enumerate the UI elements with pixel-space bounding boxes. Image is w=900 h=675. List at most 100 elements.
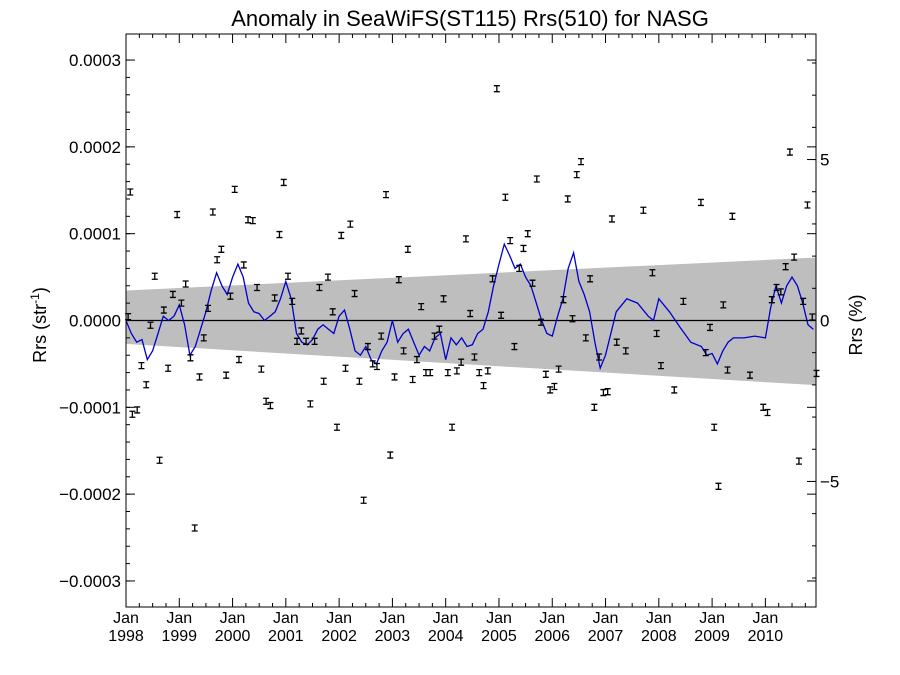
- data-point: [587, 275, 594, 283]
- data-point: [245, 216, 252, 224]
- x-tick-label-month: Jan: [486, 610, 512, 627]
- data-point: [600, 388, 607, 397]
- data-point: [303, 337, 310, 345]
- y2-axis-label: Rrs (%): [846, 295, 866, 356]
- x-tick-label-year: 2003: [375, 628, 411, 645]
- data-point: [538, 318, 545, 326]
- data-point: [409, 375, 416, 384]
- data-point: [338, 231, 345, 240]
- x-tick-label-year: 2007: [588, 628, 624, 645]
- data-point: [524, 230, 531, 238]
- data-point: [427, 368, 434, 377]
- x-tick-label-month: Jan: [326, 610, 352, 627]
- data-point: [702, 348, 709, 357]
- x-tick-label-year: 2004: [428, 628, 464, 645]
- data-point: [280, 178, 287, 187]
- data-point: [324, 273, 331, 281]
- data-point: [591, 403, 598, 411]
- data-point: [134, 406, 141, 414]
- data-point: [773, 283, 780, 292]
- data-point: [507, 236, 514, 245]
- x-tick-label-year: 2001: [268, 628, 304, 645]
- y-tick-label: −0.0003: [59, 572, 121, 591]
- data-point: [680, 297, 687, 306]
- data-point: [613, 338, 620, 346]
- data-point: [138, 361, 145, 370]
- data-point: [671, 386, 678, 394]
- data-point: [227, 292, 234, 300]
- data-point: [813, 369, 820, 378]
- y2-tick-label: 5: [820, 151, 829, 170]
- data-point: [276, 230, 283, 239]
- data-point: [200, 334, 207, 342]
- data-point: [347, 220, 354, 228]
- data-point: [555, 365, 562, 373]
- data-point: [458, 358, 465, 366]
- data-point: [697, 198, 704, 207]
- data-point: [431, 332, 438, 340]
- x-tick-label-month: Jan: [646, 610, 672, 627]
- y2-tick-label: 0: [820, 312, 829, 331]
- data-point: [551, 382, 558, 391]
- y-tick-label: 0.0001: [69, 225, 121, 244]
- data-point: [520, 244, 527, 253]
- data-point: [263, 397, 270, 405]
- x-tick-label-year: 2010: [748, 628, 784, 645]
- data-point: [649, 269, 656, 277]
- data-point: [791, 253, 798, 261]
- data-point: [209, 208, 216, 216]
- data-point: [422, 368, 429, 377]
- data-point: [706, 323, 713, 332]
- x-tick-label-month: Jan: [699, 610, 725, 627]
- data-point: [165, 364, 172, 372]
- data-point: [547, 386, 554, 394]
- data-point: [156, 456, 163, 464]
- data-point: [284, 272, 291, 280]
- data-point: [418, 302, 425, 311]
- x-tick-label-year: 1999: [161, 628, 197, 645]
- data-point: [795, 457, 802, 465]
- data-point: [187, 354, 194, 362]
- data-point: [342, 364, 349, 372]
- data-point: [768, 296, 775, 304]
- data-point: [369, 360, 376, 368]
- data-point: [604, 388, 611, 396]
- data-point: [378, 332, 385, 340]
- data-point: [191, 524, 198, 532]
- data-point: [471, 353, 478, 361]
- data-point: [205, 304, 212, 312]
- data-point: [720, 301, 727, 309]
- data-point: [254, 283, 261, 292]
- data-point: [333, 423, 340, 431]
- data-point: [453, 367, 460, 375]
- data-point: [622, 347, 629, 355]
- data-point: [596, 353, 603, 361]
- data-point: [444, 368, 451, 377]
- data-point: [542, 370, 549, 378]
- data-point: [169, 290, 176, 299]
- data-point: [608, 215, 615, 223]
- data-point: [258, 365, 265, 373]
- data-point: [764, 408, 771, 417]
- data-point: [777, 288, 784, 296]
- x-tick-label-year: 2008: [641, 628, 677, 645]
- x-tick-label-year: 1998: [108, 628, 144, 645]
- data-point: [127, 188, 134, 196]
- data-point: [786, 148, 793, 156]
- data-point: [182, 280, 189, 288]
- x-tick-label-year: 2005: [481, 628, 517, 645]
- data-point: [449, 423, 456, 431]
- x-tick-label-year: 2000: [215, 628, 251, 645]
- data-point: [476, 368, 483, 377]
- data-point: [311, 337, 318, 345]
- data-point: [511, 342, 518, 351]
- x-tick-label-month: Jan: [752, 610, 778, 627]
- data-point: [569, 315, 576, 323]
- data-point: [489, 275, 496, 283]
- y-axis-label-main: Rrs (str: [30, 304, 50, 363]
- x-tick-label-month: Jan: [539, 610, 565, 627]
- data-point: [249, 217, 256, 225]
- data-point: [533, 175, 540, 183]
- confidence-band: [126, 257, 816, 386]
- data-point: [640, 206, 647, 214]
